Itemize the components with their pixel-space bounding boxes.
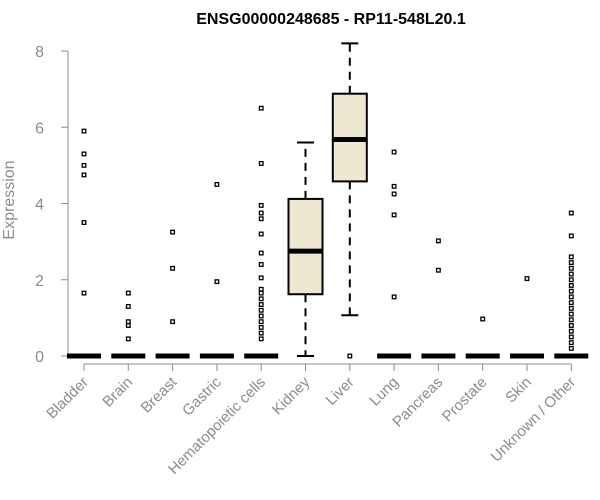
outlier-point: [391, 191, 397, 197]
x-tick-label: Brain: [99, 374, 136, 411]
box-gastric: [199, 181, 234, 359]
outlier-point: [258, 275, 264, 281]
outlier-point: [568, 260, 574, 266]
outlier-point: [568, 323, 574, 328]
box-kidney: [287, 141, 324, 357]
outlier-point: [81, 151, 87, 157]
outlier-point: [258, 307, 264, 313]
x-tick-label: Skin: [502, 374, 535, 407]
outlier-point: [568, 271, 574, 277]
outlier-point: [258, 313, 264, 319]
outlier-point: [125, 290, 131, 296]
outlier-point: [125, 303, 131, 309]
outlier-point: [258, 302, 264, 307]
outlier-point: [568, 294, 574, 300]
box-liver: [331, 42, 368, 359]
outlier-point: [258, 330, 264, 336]
y-tick-label: 8: [35, 44, 44, 61]
outlier-point: [391, 183, 397, 189]
outlier-point: [258, 319, 264, 325]
outlier-point: [347, 353, 353, 359]
outlier-point: [391, 149, 397, 155]
outlier-point: [435, 238, 441, 244]
outlier-point: [568, 334, 574, 340]
y-axis-title: Expression: [1, 160, 18, 239]
outlier-point: [170, 229, 176, 235]
outlier-point: [258, 105, 264, 111]
outlier-point: [214, 181, 220, 187]
outlier-point: [81, 128, 87, 134]
outlier-point: [480, 316, 486, 322]
outlier-point: [568, 283, 574, 288]
outlier-point: [568, 277, 574, 283]
outlier-point: [524, 276, 530, 282]
x-tick-label: Breast: [138, 373, 181, 416]
outlier-point: [81, 172, 87, 178]
outlier-point: [258, 296, 264, 302]
outlier-point: [568, 233, 574, 239]
outlier-point: [258, 336, 264, 342]
box-brain: [111, 290, 146, 359]
outlier-point: [568, 210, 574, 216]
outlier-point: [258, 250, 264, 256]
outlier-point: [125, 336, 131, 342]
outlier-point: [214, 279, 220, 285]
outlier-point: [568, 345, 574, 351]
chart-title: ENSG00000248685 - RP11-548L20.1: [196, 11, 466, 28]
box-pancreas: [421, 238, 456, 359]
outlier-point: [170, 265, 176, 271]
x-tick-label: Lung: [366, 374, 402, 410]
box-unknown-other: [554, 210, 589, 359]
x-tick-label: Unknown / Other: [488, 374, 580, 466]
y-axis: 0 2 4 6 8: [35, 44, 69, 366]
outlier-point: [568, 328, 574, 334]
outlier-point: [568, 254, 574, 260]
outlier-point: [125, 319, 131, 325]
box-breast: [155, 229, 190, 359]
x-tick-label: Prostate: [439, 374, 491, 426]
outlier-point: [568, 288, 574, 294]
box-bladder: [67, 128, 101, 359]
outlier-point: [258, 210, 264, 216]
outlier-point: [258, 262, 264, 267]
outlier-point: [391, 294, 397, 300]
outlier-point: [258, 161, 264, 166]
x-tick-label: Liver: [323, 374, 358, 409]
outlier-point: [568, 300, 574, 306]
outlier-point: [258, 216, 264, 222]
outlier-point: [258, 290, 264, 296]
outlier-point: [81, 290, 87, 296]
y-tick-label: 0: [35, 349, 44, 366]
box-body: [287, 197, 324, 296]
outlier-point: [258, 202, 264, 208]
y-tick-label: 2: [35, 273, 44, 290]
x-tick-label: Bladder: [43, 374, 92, 423]
outlier-point: [125, 323, 131, 328]
box-hematopoietic-cells: [244, 105, 279, 359]
outlier-point: [81, 162, 87, 168]
outlier-point: [435, 267, 441, 273]
outlier-point: [170, 319, 176, 325]
outlier-point: [258, 231, 264, 237]
outlier-point: [568, 311, 574, 317]
outlier-point: [568, 305, 574, 311]
outlier-point: [568, 265, 574, 271]
y-tick-label: 6: [35, 120, 44, 137]
outlier-point: [81, 220, 87, 226]
y-tick-label: 4: [35, 197, 44, 214]
outlier-point: [258, 286, 264, 292]
plot-area: [67, 42, 589, 359]
outlier-point: [568, 317, 574, 323]
box-skin: [510, 276, 544, 359]
outlier-point: [391, 212, 397, 218]
box-lung: [377, 149, 412, 359]
outlier-point: [258, 324, 264, 330]
box-prostate: [465, 316, 500, 359]
x-tick-label: Kidney: [269, 373, 314, 418]
outlier-point: [568, 340, 574, 346]
